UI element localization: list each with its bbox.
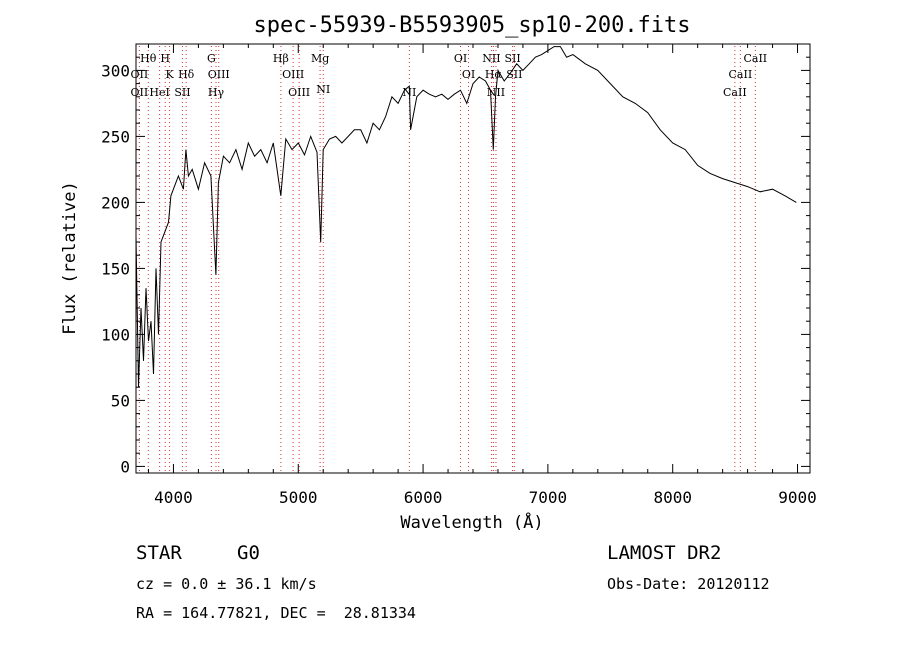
- spectral-line-label: CaII: [729, 68, 753, 81]
- spectral-line-label: Hθ: [140, 52, 157, 65]
- spectral-line-label: Mg: [311, 52, 329, 65]
- spectral-line-label: G: [207, 52, 216, 65]
- x-axis-ticks: 4000 5000 6000 7000 8000 9000: [147, 44, 817, 507]
- spectral-line-label: NII: [482, 52, 500, 65]
- spectral-line-markers: [138, 46, 756, 473]
- spectral-line-label: NI: [316, 83, 330, 96]
- spectral-line-label: H: [160, 52, 170, 65]
- spectral-line-label: K: [165, 68, 174, 81]
- spectral-line-label: SII: [174, 86, 190, 99]
- spectral-line-label: Hγ: [208, 86, 225, 99]
- y-tick-label: 50: [111, 391, 130, 410]
- spectral-line-label: SII: [506, 68, 522, 81]
- sky-coordinates: RA = 164.77821, DEC = 28.81334: [136, 604, 416, 622]
- x-tick-label: 9000: [778, 488, 817, 507]
- chart-title: spec-55939-B5593905_sp10-200.fits: [253, 13, 690, 38]
- redshift-velocity: cz = 0.0 ± 36.1 km/s: [136, 575, 317, 593]
- object-class: STAR: [136, 542, 182, 564]
- spectral-line-label: Hβ: [273, 52, 289, 65]
- y-axis-label: Flux (relative): [60, 181, 80, 335]
- x-tick-label: 8000: [653, 488, 692, 507]
- spectral-line-label: CaII: [743, 52, 767, 65]
- y-axis-ticks: 0 50 100 150 200 250 300: [101, 43, 810, 476]
- spectral-line-label: OIII: [288, 86, 310, 99]
- spectrum-line: [135, 46, 797, 388]
- observation-date: Obs-Date: 20120112: [607, 575, 770, 593]
- spectral-line-label: OI: [454, 52, 467, 65]
- y-tick-label: 200: [101, 193, 130, 212]
- plot-frame: [135, 43, 811, 474]
- x-tick-label: 7000: [529, 488, 568, 507]
- x-tick-label: 5000: [279, 488, 318, 507]
- spectral-line-label: OI: [462, 68, 475, 81]
- x-axis-label: Wavelength (Å): [400, 511, 543, 533]
- y-tick-label: 0: [120, 457, 130, 476]
- spectral-line-label: SII: [504, 52, 520, 65]
- spectral-line-label: Hα: [485, 68, 503, 81]
- x-tick-label: 6000: [404, 488, 443, 507]
- spectral-line-labels: Hθ H OII K Hδ OII HeI SII G OIII Hγ Hβ OIII OIII Mg NI N…: [131, 52, 768, 99]
- spectral-line-label: OIII: [282, 68, 304, 81]
- object-subclass: G0: [237, 542, 260, 564]
- y-tick-label: 100: [101, 325, 130, 344]
- y-tick-label: 150: [101, 259, 130, 278]
- y-tick-label: 250: [101, 127, 130, 146]
- spectral-line-label: Hδ: [178, 68, 195, 81]
- survey-name: LAMOST DR2: [607, 542, 722, 564]
- spectral-line-label: OII: [131, 86, 149, 99]
- spectral-line-label: OIII: [208, 68, 230, 81]
- spectral-line-label: CaII: [723, 86, 747, 99]
- y-tick-label: 300: [101, 61, 130, 80]
- spectral-line-label: HeI: [149, 86, 169, 99]
- x-tick-label: 4000: [154, 488, 193, 507]
- spectral-line-label: OII: [131, 68, 149, 81]
